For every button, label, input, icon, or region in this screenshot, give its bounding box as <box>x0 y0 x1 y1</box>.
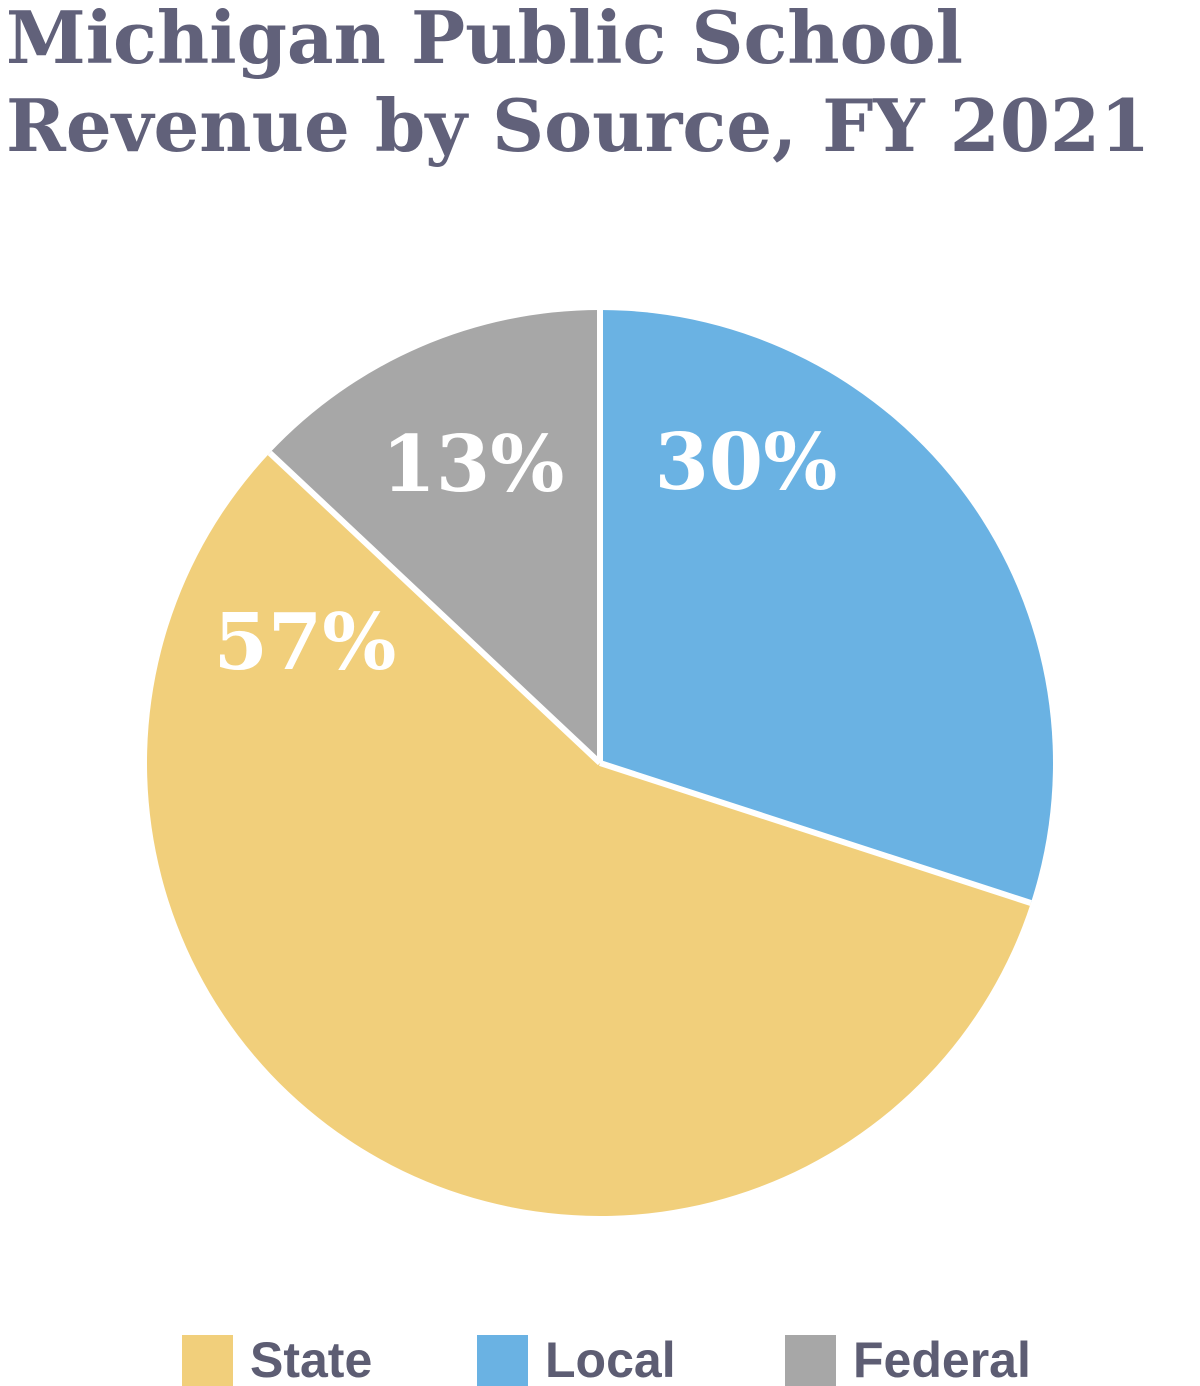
legend-swatch-state <box>182 1335 233 1386</box>
legend-label-federal: Federal <box>853 1332 1031 1386</box>
legend-item-state: State <box>182 1335 372 1386</box>
legend-item-federal: Federal <box>785 1335 1031 1386</box>
pie-slice-state <box>147 452 1031 1216</box>
legend-item-local: Local <box>477 1335 676 1386</box>
page-title-line1: Michigan Public School <box>6 0 964 80</box>
slice-separator <box>599 760 1032 906</box>
slice-separator <box>267 450 603 766</box>
slice-label-federal: 13% <box>382 419 565 510</box>
legend-swatch-local <box>477 1335 528 1386</box>
slice-label-local: 30% <box>655 417 838 508</box>
pie-slice-local <box>600 310 1053 903</box>
legend-label-local: Local <box>545 1332 676 1386</box>
slice-label-state: 57% <box>214 597 397 688</box>
legend-swatch-federal <box>785 1335 836 1386</box>
page-title: Michigan Public School Revenue by Source… <box>6 0 1196 170</box>
legend-label-state: State <box>250 1332 373 1386</box>
pie-slice-federal <box>269 310 600 763</box>
page-title-line2: Revenue by Source, FY 2021 <box>6 83 1151 168</box>
legend: State Local Federal <box>0 1335 1200 1386</box>
